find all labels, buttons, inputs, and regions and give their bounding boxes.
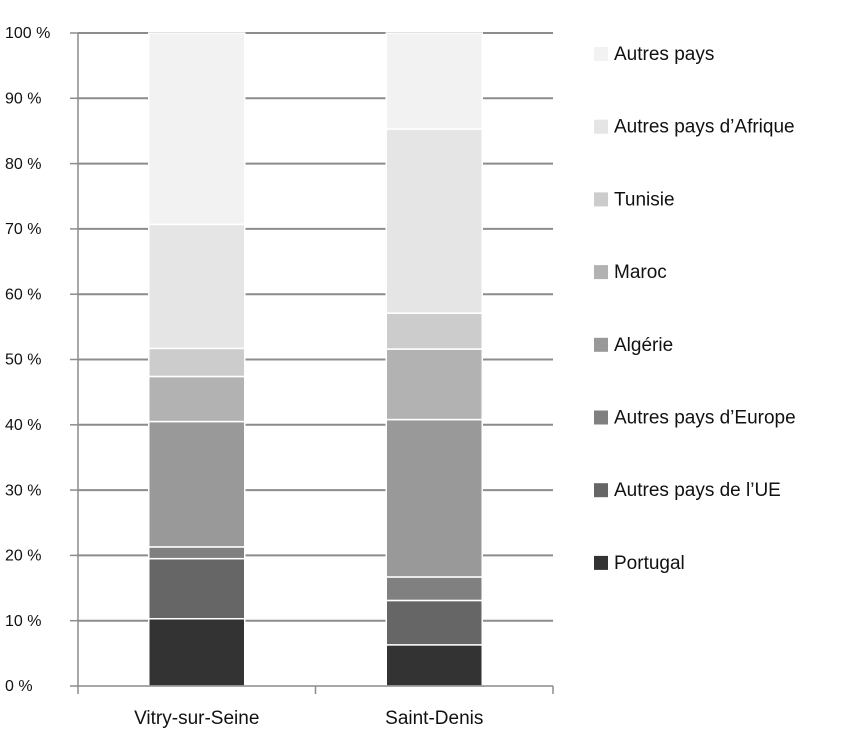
- bar-segment: [385, 599, 483, 646]
- legend-swatch: [594, 265, 608, 280]
- legend-swatch: [594, 47, 608, 61]
- bar-segment: [385, 32, 483, 130]
- bar-segment: [148, 420, 246, 548]
- y-tick-label: 20 %: [5, 548, 41, 565]
- y-tick-label: 30 %: [5, 482, 41, 499]
- legend-label: Autres pays d’Europe: [614, 408, 796, 429]
- legend-swatch: [594, 555, 608, 570]
- legend-label: Autres pays d’Afrique: [614, 117, 795, 138]
- bar-segment: [148, 546, 246, 560]
- bar-segment: [148, 375, 246, 423]
- legend-label: Portugal: [614, 553, 685, 574]
- bar-segment: [148, 223, 246, 350]
- y-axis-tick-labels: 0 % 10 % 20 % 30 % 40 % 50 % 60 % 70 % 80 % 90 % 1…: [5, 25, 50, 695]
- y-tick-label: 10 %: [5, 613, 41, 630]
- legend-label: Autres pays de l’UE: [614, 480, 781, 501]
- bar-segment: [385, 576, 483, 602]
- legend-label: Maroc: [614, 262, 667, 283]
- bars: [148, 32, 483, 687]
- legend-swatch: [594, 410, 608, 425]
- bar-segment: [148, 347, 246, 378]
- axes: [70, 32, 554, 694]
- legend-label: Tunisie: [614, 189, 675, 210]
- y-tick-label: 100 %: [5, 25, 50, 42]
- legend-swatch: [594, 119, 608, 134]
- bar-segment: [385, 348, 483, 421]
- bar-segment: [148, 557, 246, 620]
- legend-label: Algérie: [614, 335, 673, 356]
- x-category-label: Vitry-sur-Seine: [134, 708, 259, 729]
- bar-segment: [385, 312, 483, 350]
- x-category-label: Saint-Denis: [385, 708, 483, 729]
- y-tick-label: 50 %: [5, 352, 41, 369]
- legend-label: Autres pays: [614, 44, 714, 65]
- legend-swatch: [594, 192, 608, 207]
- y-tick-label: 40 %: [5, 417, 41, 434]
- y-tick-label: 0 %: [5, 678, 33, 695]
- bar-segment: [148, 32, 246, 226]
- legend-swatch: [594, 337, 608, 352]
- bar-segment: [385, 644, 483, 687]
- y-tick-label: 90 %: [5, 91, 41, 108]
- legend-swatch: [594, 483, 608, 498]
- y-tick-label: 60 %: [5, 286, 41, 303]
- bar-segment: [148, 617, 246, 687]
- bar-segment: [385, 418, 483, 578]
- bar-segment: [385, 128, 483, 314]
- legend: Autres pays Autres pays d’Afrique Tunisie M…: [594, 44, 796, 574]
- y-tick-label: 80 %: [5, 156, 41, 173]
- x-axis-category-labels: Vitry-sur-Seine Saint-Denis: [134, 708, 483, 729]
- y-tick-label: 70 %: [5, 221, 41, 238]
